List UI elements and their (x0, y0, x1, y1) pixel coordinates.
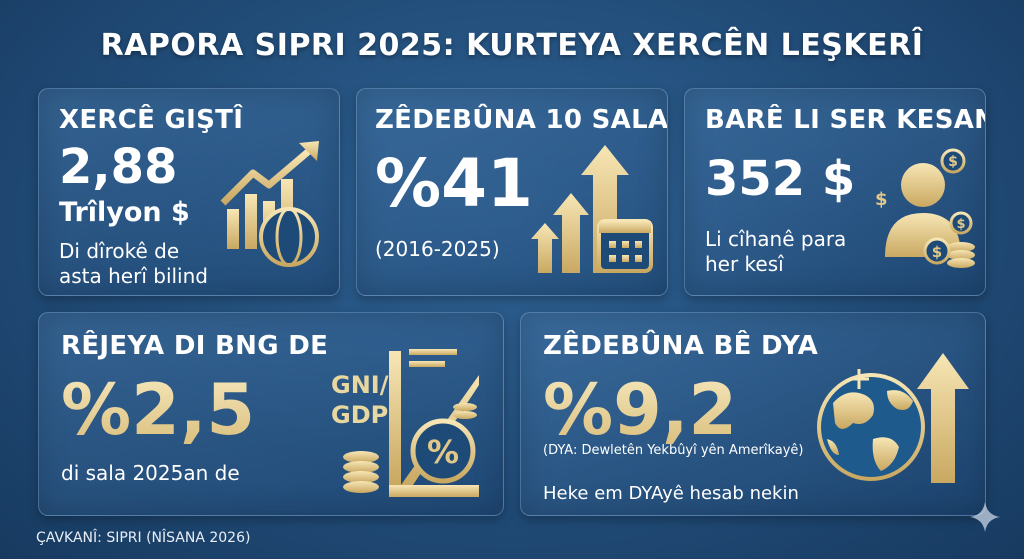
svg-text:%: % (427, 433, 459, 471)
svg-text:$: $ (875, 189, 888, 210)
increase-value: %41 (375, 145, 533, 222)
card-per-capita: BARÊ LI SER KESAN 352 $ Li cîhanê para h… (684, 88, 986, 296)
usa-note: (DYA: Dewletên Yekbûyî yên Amerîkayê) (543, 443, 804, 458)
card-gdp-title: RÊJEYA DI BNG DE (61, 331, 329, 361)
card-usa-title: ZÊDEBÛNA BÊ DYA (543, 331, 819, 361)
total-unit: Trîlyon $ (59, 197, 190, 228)
card-usa-increase: ZÊDEBÛNA BÊ DYA %9,2 (DYA: Dewletên Yekb… (520, 312, 986, 516)
svg-text:$: $ (956, 217, 965, 232)
usa-desc: Heke em DYAyê hesab nekin (543, 483, 799, 504)
card-gdp-share: RÊJEYA DI BNG DE %2,5 di sala 2025an de … (38, 312, 504, 516)
svg-text:$: $ (932, 243, 942, 261)
increase-range: (2016-2025) (375, 237, 500, 261)
globe-arrow-icon (817, 353, 969, 483)
total-desc-line2: asta herî bilind (59, 264, 208, 288)
total-value: 2,88 (59, 139, 178, 195)
gdp-label: GDP (331, 401, 389, 429)
card-per-capita-title: BARÊ LI SER KESAN (705, 105, 986, 135)
per-capita-desc-line2: her kesî (705, 252, 784, 276)
person-coins-icon: $ $ $ $ (875, 148, 975, 268)
card-increase-title: ZÊDEBÛNA 10 SALAN (375, 105, 668, 135)
arrows-calendar-icon (531, 145, 653, 273)
svg-text:$: $ (948, 154, 958, 170)
card-total-title: XERCÊ GIŞTÎ (59, 105, 244, 135)
page-title: RAPORA SIPRI 2025: KURTEYA XERCÊN LEŞKER… (100, 28, 924, 63)
gni-gdp-percent-icon: % GNI/ GDP (331, 345, 491, 505)
growth-chart-globe-icon (220, 141, 319, 267)
gni-label: GNI/ (331, 371, 389, 399)
usa-value: %9,2 (543, 369, 738, 451)
card-total-spending: XERCÊ GIŞTÎ 2,88 Trîlyon $ Di dîrokê de … (38, 88, 340, 296)
total-desc-line1: Di dîrokê de (59, 239, 180, 263)
source-note: ÇAVKANÎ: SIPRI (NÎSANA 2026) (36, 530, 251, 546)
gdp-value: %2,5 (61, 369, 256, 451)
gdp-desc: di sala 2025an de (61, 461, 240, 485)
per-capita-value: 352 $ (705, 151, 856, 207)
per-capita-desc-line1: Li cîhanê para (705, 227, 847, 251)
sparkle-icon (970, 502, 1000, 532)
card-ten-year-increase: ZÊDEBÛNA 10 SALAN %41 (2016-2025) (356, 88, 668, 296)
